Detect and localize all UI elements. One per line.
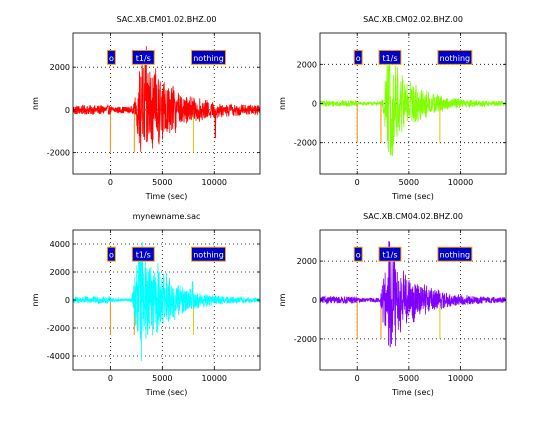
y-tick-label: -2000 bbox=[47, 149, 70, 158]
marker-box bbox=[437, 246, 473, 262]
marker-label-2[interactable]: nothing bbox=[437, 246, 473, 262]
seismogram-trace bbox=[320, 60, 506, 156]
subplot-3: o t1/s nothing 0 5000 10000 -4000 -2000 0 2000 400… bbox=[31, 212, 261, 397]
x-tick-label: 10000 bbox=[202, 178, 227, 187]
marker-label-1[interactable]: t1/s bbox=[378, 246, 402, 262]
y-tick-label: 2000 bbox=[50, 63, 70, 72]
marker-text: nothing bbox=[440, 251, 471, 260]
marker-box bbox=[437, 49, 473, 65]
x-tick-label: 5000 bbox=[152, 374, 172, 383]
subplot-1: o t1/s nothing 0 5000 10000 -2000 0 2000 SAC.XB.C… bbox=[31, 15, 261, 201]
y-tick-label: 0 bbox=[65, 106, 70, 115]
y-axis-label: nm bbox=[31, 97, 40, 110]
marker-label-0[interactable]: o bbox=[106, 246, 116, 262]
marker-text: o bbox=[356, 54, 361, 63]
x-tick-label: 0 bbox=[355, 178, 360, 187]
y-tick-label: 0 bbox=[312, 100, 317, 109]
y-tick-label: -2000 bbox=[47, 324, 70, 333]
x-tick-label: 0 bbox=[108, 178, 113, 187]
x-tick-label: 10000 bbox=[202, 374, 227, 383]
marker-box bbox=[106, 49, 116, 65]
marker-box bbox=[353, 49, 363, 65]
y-tick-label: -2000 bbox=[294, 139, 317, 148]
chart-title: mynewname.sac bbox=[133, 212, 201, 221]
marker-box bbox=[106, 246, 116, 262]
marker-label-1[interactable]: t1/s bbox=[131, 49, 155, 65]
x-tick-label: 5000 bbox=[152, 178, 172, 187]
marker-label-2[interactable]: nothing bbox=[191, 49, 227, 65]
subplot-4: o t1/s nothing 0 5000 10000 -2000 0 2000 SAC.XB.C… bbox=[278, 212, 507, 397]
x-tick-label: 5000 bbox=[399, 178, 419, 187]
marker-text: nothing bbox=[193, 54, 224, 63]
chart-title: SAC.XB.CM04.02.BHZ.00 bbox=[363, 212, 463, 221]
x-tick-label: 5000 bbox=[399, 374, 419, 383]
marker-box bbox=[353, 246, 363, 262]
marker-text: t1/s bbox=[382, 251, 397, 260]
y-tick-label: 2000 bbox=[297, 257, 317, 266]
marker-label-0[interactable]: o bbox=[353, 246, 363, 262]
subplot-2: o t1/s nothing 0 5000 10000 -2000 0 2000 SAC.XB.C… bbox=[278, 15, 507, 201]
y-tick-label: -2000 bbox=[294, 335, 317, 344]
marker-box bbox=[378, 246, 402, 262]
marker-text: nothing bbox=[440, 54, 471, 63]
marker-text: t1/s bbox=[136, 54, 151, 63]
x-axis-label: Time (sec) bbox=[145, 192, 188, 201]
marker-label-2[interactable]: nothing bbox=[191, 246, 227, 262]
y-tick-label: 4000 bbox=[50, 240, 70, 249]
y-tick-label: 0 bbox=[312, 296, 317, 305]
marker-text: o bbox=[109, 251, 114, 260]
x-axis-label: Time (sec) bbox=[391, 388, 434, 397]
x-tick-label: 0 bbox=[108, 374, 113, 383]
x-tick-label: 0 bbox=[355, 374, 360, 383]
y-tick-label: 2000 bbox=[297, 60, 317, 69]
y-axis-label: nm bbox=[278, 293, 287, 306]
y-tick-label: -4000 bbox=[47, 352, 70, 361]
x-axis-label: Time (sec) bbox=[145, 388, 188, 397]
marker-box bbox=[191, 246, 227, 262]
marker-text: o bbox=[109, 54, 114, 63]
x-axis-label: Time (sec) bbox=[391, 192, 434, 201]
y-axis-label: nm bbox=[31, 293, 40, 306]
marker-text: nothing bbox=[193, 251, 224, 260]
marker-label-0[interactable]: o bbox=[106, 49, 116, 65]
chart-title: SAC.XB.CM01.02.BHZ.00 bbox=[117, 15, 217, 24]
seismogram-trace bbox=[320, 241, 506, 348]
marker-label-1[interactable]: t1/s bbox=[378, 49, 402, 65]
marker-label-0[interactable]: o bbox=[353, 49, 363, 65]
marker-text: t1/s bbox=[136, 251, 151, 260]
marker-text: o bbox=[356, 251, 361, 260]
x-tick-label: 10000 bbox=[448, 178, 473, 187]
y-tick-label: 0 bbox=[65, 296, 70, 305]
marker-box bbox=[131, 49, 155, 65]
marker-box bbox=[191, 49, 227, 65]
chart-title: SAC.XB.CM02.02.BHZ.00 bbox=[363, 15, 463, 24]
marker-label-2[interactable]: nothing bbox=[437, 49, 473, 65]
y-axis-label: nm bbox=[278, 97, 287, 110]
x-tick-label: 10000 bbox=[448, 374, 473, 383]
marker-box bbox=[378, 49, 402, 65]
y-tick-label: 2000 bbox=[50, 268, 70, 277]
axes-frame bbox=[72, 32, 261, 175]
seismogram-trace bbox=[73, 242, 260, 362]
marker-box bbox=[131, 246, 155, 262]
seismogram-trace bbox=[73, 46, 260, 152]
marker-text: t1/s bbox=[382, 54, 397, 63]
marker-label-1[interactable]: t1/s bbox=[131, 246, 155, 262]
